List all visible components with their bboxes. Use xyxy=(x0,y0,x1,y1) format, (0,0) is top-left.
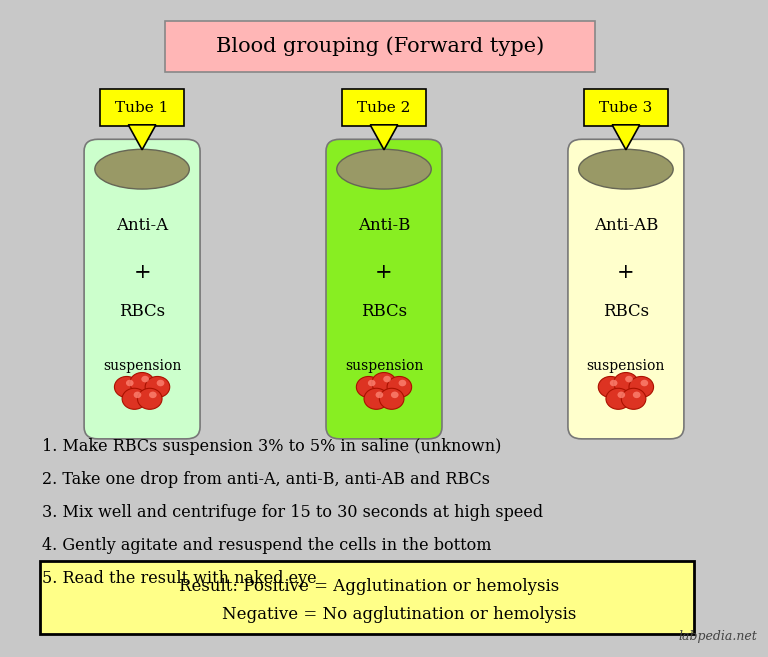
Circle shape xyxy=(614,373,638,394)
Text: +: + xyxy=(617,263,634,282)
FancyBboxPatch shape xyxy=(40,561,694,634)
Circle shape xyxy=(606,388,631,409)
Circle shape xyxy=(141,376,149,382)
Text: RBCs: RBCs xyxy=(361,303,407,320)
Circle shape xyxy=(598,376,623,397)
Circle shape xyxy=(383,376,391,382)
Circle shape xyxy=(122,388,147,409)
Circle shape xyxy=(137,388,162,409)
Polygon shape xyxy=(370,125,398,150)
Text: +: + xyxy=(134,263,151,282)
Circle shape xyxy=(149,392,157,398)
Circle shape xyxy=(617,392,625,398)
Text: Anti-B: Anti-B xyxy=(358,217,410,234)
Text: 3. Mix well and centrifuge for 15 to 30 seconds at high speed: 3. Mix well and centrifuge for 15 to 30 … xyxy=(42,504,544,521)
Circle shape xyxy=(633,392,641,398)
Circle shape xyxy=(610,380,617,386)
FancyBboxPatch shape xyxy=(326,139,442,439)
Text: suspension: suspension xyxy=(587,359,665,373)
FancyBboxPatch shape xyxy=(100,89,184,126)
Text: +: + xyxy=(376,263,392,282)
Circle shape xyxy=(379,388,404,409)
Text: 2. Take one drop from anti-A, anti-B, anti-AB and RBCs: 2. Take one drop from anti-A, anti-B, an… xyxy=(42,471,490,488)
Text: suspension: suspension xyxy=(345,359,423,373)
Circle shape xyxy=(114,376,139,397)
Circle shape xyxy=(387,376,412,397)
FancyBboxPatch shape xyxy=(343,89,425,126)
Circle shape xyxy=(364,388,389,409)
Circle shape xyxy=(399,380,406,386)
FancyBboxPatch shape xyxy=(584,89,667,126)
Ellipse shape xyxy=(336,149,431,189)
Circle shape xyxy=(130,373,154,394)
Circle shape xyxy=(157,380,164,386)
Text: Tube 3: Tube 3 xyxy=(599,101,653,115)
Text: 1. Make RBCs suspension 3% to 5% in saline (unknown): 1. Make RBCs suspension 3% to 5% in sali… xyxy=(42,438,502,455)
Text: suspension: suspension xyxy=(103,359,181,373)
Circle shape xyxy=(368,380,376,386)
Circle shape xyxy=(372,373,396,394)
Circle shape xyxy=(376,392,383,398)
FancyBboxPatch shape xyxy=(165,21,595,72)
Circle shape xyxy=(629,376,654,397)
Circle shape xyxy=(145,376,170,397)
FancyBboxPatch shape xyxy=(84,139,200,439)
Text: Anti-AB: Anti-AB xyxy=(594,217,658,234)
Ellipse shape xyxy=(579,149,673,189)
Circle shape xyxy=(641,380,648,386)
Polygon shape xyxy=(128,125,156,150)
Circle shape xyxy=(126,380,134,386)
Circle shape xyxy=(356,376,381,397)
Text: Negative = No agglutination or hemolysis: Negative = No agglutination or hemolysis xyxy=(222,606,577,623)
Text: Result: Positive = Agglutination or hemolysis: Result: Positive = Agglutination or hemo… xyxy=(178,578,559,595)
Polygon shape xyxy=(612,125,640,150)
Text: Tube 2: Tube 2 xyxy=(357,101,411,115)
Text: labpedia.net: labpedia.net xyxy=(679,629,757,643)
FancyBboxPatch shape xyxy=(568,139,684,439)
Circle shape xyxy=(621,388,646,409)
Ellipse shape xyxy=(94,149,189,189)
Circle shape xyxy=(391,392,399,398)
Text: 5. Read the result with naked eye: 5. Read the result with naked eye xyxy=(42,570,317,587)
Text: 4. Gently agitate and resuspend the cells in the bottom: 4. Gently agitate and resuspend the cell… xyxy=(42,537,492,554)
Text: Blood grouping (Forward type): Blood grouping (Forward type) xyxy=(216,36,545,56)
Circle shape xyxy=(134,392,141,398)
Circle shape xyxy=(625,376,633,382)
Text: Anti-A: Anti-A xyxy=(116,217,168,234)
Text: RBCs: RBCs xyxy=(119,303,165,320)
Text: RBCs: RBCs xyxy=(603,303,649,320)
Text: Tube 1: Tube 1 xyxy=(115,101,169,115)
